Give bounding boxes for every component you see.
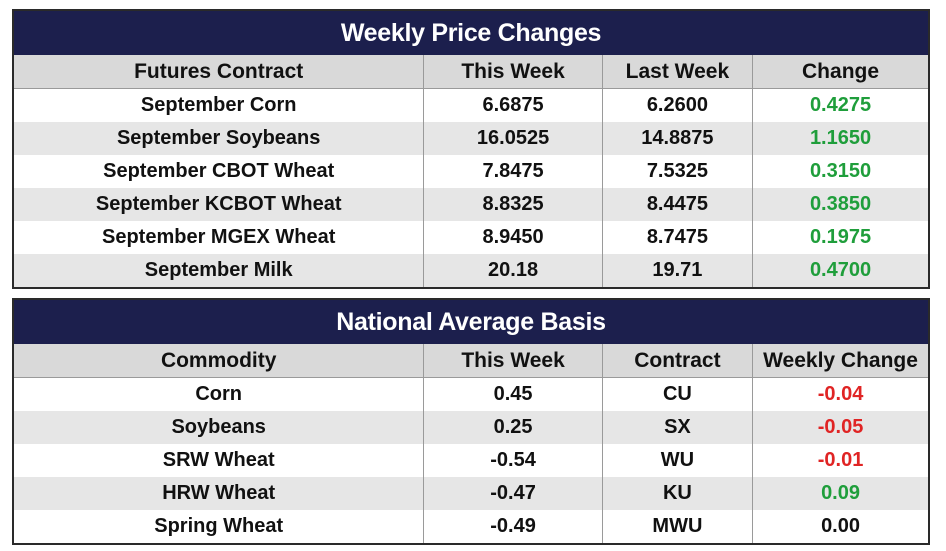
contract-cell: SX [601, 411, 754, 444]
commodity-cell: Corn [12, 377, 425, 411]
last-week-cell: 7.5325 [601, 155, 754, 188]
this-week-cell: -0.47 [423, 477, 603, 510]
table-title-row: National Average Basis [13, 299, 929, 344]
header-contract: Contract [601, 344, 754, 378]
table-row: September Milk 20.18 19.71 0.4700 [12, 254, 930, 288]
table-header-row: Commodity This Week Contract Weekly Chan… [12, 344, 930, 378]
contract-cell: September MGEX Wheat [12, 221, 425, 254]
last-week-cell: 6.2600 [601, 88, 754, 122]
header-futures-contract: Futures Contract [12, 55, 425, 89]
table-row: Spring Wheat -0.49 MWU 0.00 [12, 510, 930, 544]
header-this-week: This Week [423, 55, 603, 89]
national-average-basis-title: National Average Basis [13, 299, 929, 344]
contract-cell: September Soybeans [12, 122, 425, 155]
table-row: SRW Wheat -0.54 WU -0.01 [12, 444, 930, 477]
change-cell: 0.1975 [752, 221, 930, 254]
weekly-change-cell: -0.01 [752, 444, 930, 477]
contract-cell: September KCBOT Wheat [12, 188, 425, 221]
contract-cell: WU [601, 444, 754, 477]
this-week-cell: 8.8325 [423, 188, 603, 221]
commodity-cell: HRW Wheat [12, 477, 425, 510]
commodity-cell: Soybeans [12, 411, 425, 444]
this-week-cell: 7.8475 [423, 155, 603, 188]
table-title-row: Weekly Price Changes [13, 10, 929, 55]
table-row: September CBOT Wheat 7.8475 7.5325 0.315… [12, 155, 930, 188]
contract-cell: KU [601, 477, 754, 510]
last-week-cell: 14.8875 [601, 122, 754, 155]
weekly-price-changes-title: Weekly Price Changes [13, 10, 929, 55]
last-week-cell: 19.71 [601, 254, 754, 288]
change-cell: 0.3150 [752, 155, 930, 188]
last-week-cell: 8.7475 [601, 221, 754, 254]
commodity-cell: SRW Wheat [12, 444, 425, 477]
national-average-basis-table: National Average Basis Commodity This We… [12, 298, 930, 545]
contract-cell: September Milk [12, 254, 425, 288]
weekly-change-cell: -0.04 [752, 377, 930, 411]
this-week-cell: 20.18 [423, 254, 603, 288]
contract-cell: MWU [601, 510, 754, 544]
this-week-cell: 0.25 [423, 411, 603, 444]
commodity-cell: Spring Wheat [12, 510, 425, 544]
this-week-cell: 8.9450 [423, 221, 603, 254]
table-row: September Corn 6.6875 6.2600 0.4275 [12, 88, 930, 122]
this-week-cell: 0.45 [423, 377, 603, 411]
change-cell: 0.4275 [752, 88, 930, 122]
header-change: Change [752, 55, 930, 89]
weekly-change-cell: -0.05 [752, 411, 930, 444]
contract-cell: September Corn [12, 88, 425, 122]
contract-cell: September CBOT Wheat [12, 155, 425, 188]
last-week-cell: 8.4475 [601, 188, 754, 221]
this-week-cell: 16.0525 [423, 122, 603, 155]
this-week-cell: -0.49 [423, 510, 603, 544]
change-cell: 0.4700 [752, 254, 930, 288]
change-cell: 0.3850 [752, 188, 930, 221]
table-row: September KCBOT Wheat 8.8325 8.4475 0.38… [12, 188, 930, 221]
weekly-change-cell: 0.09 [752, 477, 930, 510]
header-last-week: Last Week [601, 55, 754, 89]
this-week-cell: -0.54 [423, 444, 603, 477]
table-row: September Soybeans 16.0525 14.8875 1.165… [12, 122, 930, 155]
header-this-week: This Week [423, 344, 603, 378]
table-row: Soybeans 0.25 SX -0.05 [12, 411, 930, 444]
table-row: September MGEX Wheat 8.9450 8.7475 0.197… [12, 221, 930, 254]
table-header-row: Futures Contract This Week Last Week Cha… [12, 55, 930, 89]
table-row: HRW Wheat -0.47 KU 0.09 [12, 477, 930, 510]
header-commodity: Commodity [12, 344, 425, 378]
table-row: Corn 0.45 CU -0.04 [12, 377, 930, 411]
change-cell: 1.1650 [752, 122, 930, 155]
contract-cell: CU [601, 377, 754, 411]
weekly-price-changes-table: Weekly Price Changes Futures Contract Th… [12, 9, 930, 289]
this-week-cell: 6.6875 [423, 88, 603, 122]
weekly-change-cell: 0.00 [752, 510, 930, 544]
header-weekly-change: Weekly Change [752, 344, 930, 378]
